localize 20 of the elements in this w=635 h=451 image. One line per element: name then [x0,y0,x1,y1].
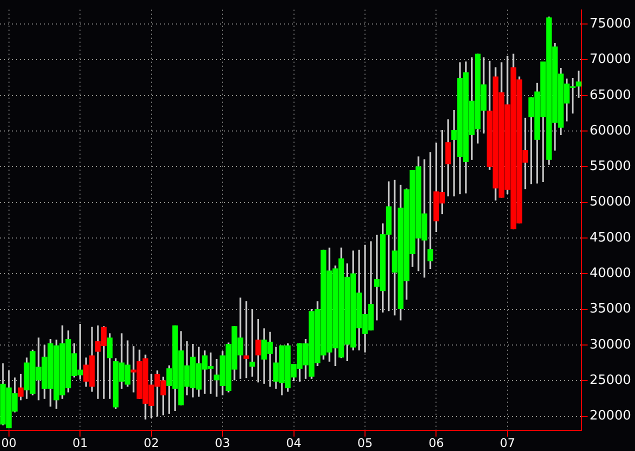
y-tick-label: 20000 [590,408,632,424]
y-tick-label: 60000 [590,123,632,138]
y-tick-label: 65000 [590,88,632,103]
y-tick-label: 55000 [590,159,632,174]
x-tick-label: 01 [72,436,88,450]
x-tick-label: 00 [1,436,17,450]
y-tick-label: 25000 [590,373,632,388]
x-tick-label: 05 [357,436,373,450]
y-tick-label: 35000 [590,302,632,317]
x-tick-label: 03 [214,436,230,450]
y-tick-label: 40000 [590,266,632,282]
x-tick-label: 02 [144,436,159,450]
x-tick-label: 04 [286,436,302,450]
y-tick-label: 45000 [590,230,632,246]
y-tick-label: 50000 [590,194,632,210]
y-tick-label: 30000 [590,337,632,352]
y-tick-label: 75000 [590,16,632,32]
x-tick-label: 07 [500,436,516,450]
y-tick-label: 70000 [590,52,632,68]
x-tick-label: 06 [428,436,444,450]
